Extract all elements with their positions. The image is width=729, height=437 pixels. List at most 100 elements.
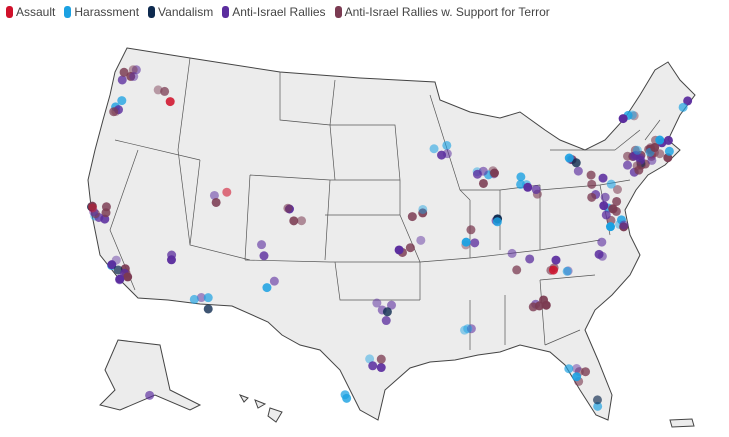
incident-dot[interactable] [512, 265, 522, 275]
incident-dot[interactable] [623, 151, 633, 161]
incident-dot[interactable] [101, 202, 111, 212]
incident-dot[interactable] [534, 301, 544, 311]
incident-dot[interactable] [166, 255, 176, 265]
incident-dot[interactable] [472, 169, 482, 179]
incident-dot[interactable] [516, 172, 526, 182]
incident-dot[interactable] [586, 170, 596, 180]
incident-dot[interactable] [612, 196, 622, 206]
incident-dot[interactable] [297, 216, 307, 226]
legend-item[interactable]: Harassment [64, 5, 139, 19]
incident-dot[interactable] [600, 192, 610, 202]
incident-dot[interactable] [382, 307, 392, 317]
incident-dot[interactable] [368, 361, 378, 371]
incident-dot[interactable] [655, 149, 665, 159]
incident-dot[interactable] [342, 393, 352, 403]
incident-dot[interactable] [548, 265, 558, 275]
incident-dot[interactable] [541, 300, 551, 310]
incident-dot[interactable] [523, 182, 533, 192]
incident-dot[interactable] [87, 201, 97, 211]
incident-dot[interactable] [442, 140, 452, 150]
incident-dot[interactable] [572, 364, 582, 374]
legend-item[interactable]: Anti-Israel Rallies [222, 5, 326, 19]
incident-dot[interactable] [442, 149, 452, 159]
incident-dot[interactable] [107, 260, 117, 270]
incident-dot[interactable] [594, 249, 604, 259]
incident-dot[interactable] [632, 145, 642, 155]
incident-dot[interactable] [478, 178, 488, 188]
incident-dot[interactable] [203, 293, 213, 303]
incident-dot[interactable] [650, 142, 660, 152]
incident-dot[interactable] [593, 401, 603, 411]
incident-dot[interactable] [601, 210, 611, 220]
incident-dot[interactable] [619, 220, 629, 230]
incident-dot[interactable] [581, 367, 591, 377]
incident-dot[interactable] [587, 179, 597, 189]
incident-dot[interactable] [416, 235, 426, 245]
incident-dot[interactable] [262, 283, 272, 293]
incident-dot[interactable] [387, 300, 397, 310]
incident-dot[interactable] [189, 294, 199, 304]
incident-dot[interactable] [571, 158, 581, 168]
incident-dot[interactable] [418, 208, 428, 218]
incident-dot[interactable] [612, 184, 622, 194]
incident-dot[interactable] [123, 272, 133, 282]
incident-dot[interactable] [647, 155, 657, 165]
incident-dot[interactable] [203, 304, 213, 314]
incident-dot[interactable] [605, 222, 615, 232]
incident-dot[interactable] [655, 135, 665, 145]
incident-dot[interactable] [165, 97, 175, 107]
incident-dot[interactable] [564, 153, 574, 163]
incident-dot[interactable] [117, 75, 127, 85]
incident-dot[interactable] [160, 86, 170, 96]
incident-dot[interactable] [372, 298, 382, 308]
incident-dot[interactable] [381, 316, 391, 326]
incident-dot[interactable] [573, 166, 583, 176]
incident-dot[interactable] [269, 276, 279, 286]
incident-dot[interactable] [489, 168, 499, 178]
incident-dot[interactable] [289, 216, 299, 226]
incident-dot[interactable] [592, 395, 602, 405]
incident-dot[interactable] [209, 190, 219, 200]
incident-dot[interactable] [597, 237, 607, 247]
incident-dot[interactable] [599, 201, 609, 211]
incident-dot[interactable] [119, 67, 129, 77]
incident-dot[interactable] [196, 293, 206, 303]
incident-dot[interactable] [507, 248, 517, 258]
incident-dot[interactable] [631, 150, 641, 160]
incident-dot[interactable] [525, 254, 535, 264]
incident-dot[interactable] [376, 354, 386, 364]
incident-dot[interactable] [418, 204, 428, 214]
incident-dot[interactable] [562, 266, 572, 276]
incident-dot[interactable] [407, 212, 417, 222]
incident-dot[interactable] [598, 173, 608, 183]
incident-dot[interactable] [259, 251, 269, 261]
incident-dot[interactable] [222, 187, 232, 197]
incident-dot[interactable] [115, 274, 125, 284]
legend-item[interactable]: Vandalism [148, 5, 213, 19]
incident-dot[interactable] [678, 102, 688, 112]
incident-dot[interactable] [129, 72, 139, 82]
incident-dot[interactable] [394, 245, 404, 255]
incident-dot[interactable] [117, 96, 127, 106]
incident-dot[interactable] [531, 185, 541, 195]
incident-dot[interactable] [145, 390, 155, 400]
incident-dot[interactable] [572, 372, 582, 382]
incident-dot[interactable] [429, 144, 439, 154]
incident-dot[interactable] [664, 146, 674, 156]
incident-dot[interactable] [211, 197, 221, 207]
incident-dot[interactable] [551, 255, 561, 265]
incident-dot[interactable] [564, 364, 574, 374]
incident-dot[interactable] [470, 238, 480, 248]
incident-dot[interactable] [109, 107, 119, 117]
incident-dot[interactable] [618, 114, 628, 124]
incident-dot[interactable] [466, 225, 476, 235]
legend-item[interactable]: Assault [6, 5, 55, 19]
incident-dot[interactable] [683, 96, 693, 106]
incident-dot[interactable] [376, 363, 386, 373]
incident-dot[interactable] [632, 161, 642, 171]
incident-dot[interactable] [257, 240, 267, 250]
incident-dot[interactable] [611, 206, 621, 216]
incident-dot[interactable] [587, 192, 597, 202]
incident-dot[interactable] [606, 179, 616, 189]
incident-dot[interactable] [492, 217, 502, 227]
